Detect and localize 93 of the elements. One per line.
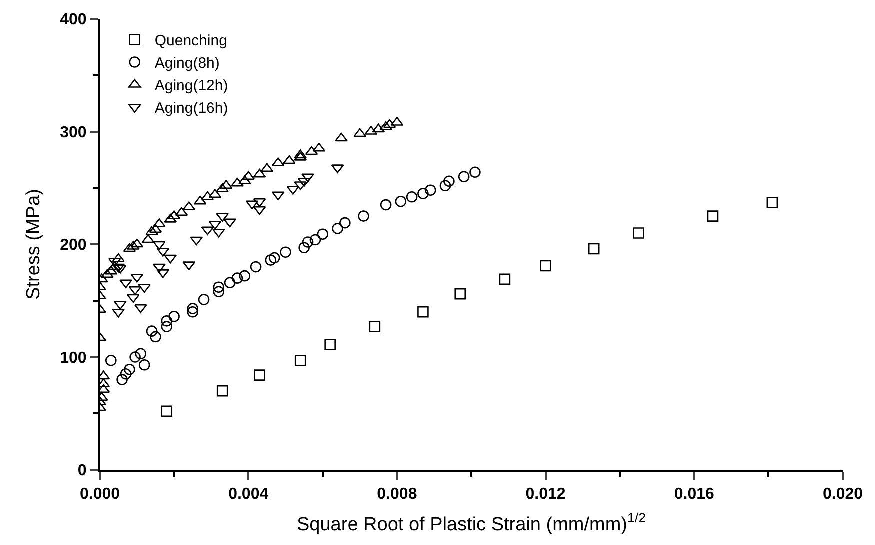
point (216, 385, 228, 397)
point (265, 254, 277, 266)
point (454, 288, 466, 300)
point (208, 189, 222, 198)
point (130, 238, 144, 248)
point (134, 304, 148, 314)
point (198, 294, 210, 306)
point (406, 192, 418, 203)
y-tick-label: 300 (60, 124, 87, 142)
y-tick-label: 200 (60, 237, 87, 254)
point (254, 370, 266, 381)
point (101, 269, 114, 278)
point (161, 321, 173, 332)
point (369, 321, 381, 332)
point (260, 163, 274, 172)
point (633, 228, 644, 239)
point (302, 236, 314, 248)
point (380, 199, 392, 211)
y-tick-label: 400 (60, 12, 87, 29)
point (294, 150, 308, 159)
point (161, 406, 173, 418)
point (146, 226, 158, 236)
point (187, 303, 199, 314)
point (418, 306, 429, 318)
legend-label: Aging(16h) (154, 100, 228, 118)
point (335, 132, 348, 142)
point (440, 180, 452, 192)
x-tick-label: 0.000 (80, 486, 120, 504)
point (310, 234, 322, 246)
point (104, 266, 118, 275)
point (588, 243, 600, 255)
x-tick-label: 0.016 (674, 486, 715, 504)
point (130, 352, 141, 363)
point (232, 272, 244, 284)
point (146, 326, 158, 337)
legend-label: Aging(8h) (154, 55, 220, 72)
point (332, 223, 344, 234)
point (340, 217, 351, 229)
point (231, 178, 244, 187)
point (150, 331, 162, 343)
point (120, 368, 132, 380)
point (383, 119, 396, 128)
point (253, 168, 266, 178)
point (224, 277, 236, 288)
point (424, 184, 436, 196)
point (138, 359, 150, 371)
x-axis-title: Square Root of Plastic Strain (mm/mm)$^{1/2}$ (297, 510, 646, 536)
point (317, 228, 329, 240)
y-tick-label: 100 (60, 350, 87, 367)
point (124, 364, 136, 376)
point (250, 261, 262, 273)
x-tick-label: 0.020 (822, 486, 864, 504)
point (540, 260, 552, 272)
point (123, 243, 136, 252)
point (213, 282, 225, 293)
point (294, 354, 306, 366)
point (187, 306, 199, 318)
x-tick-label: 0.008 (377, 486, 418, 504)
point (395, 196, 407, 208)
point (324, 339, 336, 350)
legend-label: Aging(12h) (154, 78, 228, 95)
point (213, 286, 225, 298)
point (458, 171, 470, 182)
point (168, 311, 180, 322)
point (354, 128, 366, 138)
point (298, 242, 310, 254)
point (358, 210, 370, 222)
point (135, 348, 147, 360)
x-tick-label: 0.004 (228, 486, 269, 504)
point (499, 274, 511, 286)
point (766, 197, 778, 208)
x-tick-label: 0.012 (526, 486, 566, 504)
y-tick-label: 0 (78, 462, 87, 480)
point (116, 374, 128, 386)
point (238, 176, 252, 185)
point (108, 261, 122, 270)
point (106, 354, 117, 366)
point (444, 176, 455, 188)
point (268, 252, 280, 264)
point (142, 234, 155, 244)
point (470, 166, 481, 178)
point (372, 124, 386, 133)
point (220, 180, 233, 190)
point (305, 146, 318, 156)
legend-label: Quenching (154, 32, 228, 50)
point (280, 246, 292, 258)
point (283, 155, 296, 164)
point (707, 210, 719, 222)
point (418, 188, 429, 200)
point (239, 270, 251, 282)
point (161, 316, 173, 327)
y-axis-title: Stress (MPa) (23, 189, 44, 300)
point (175, 207, 188, 216)
